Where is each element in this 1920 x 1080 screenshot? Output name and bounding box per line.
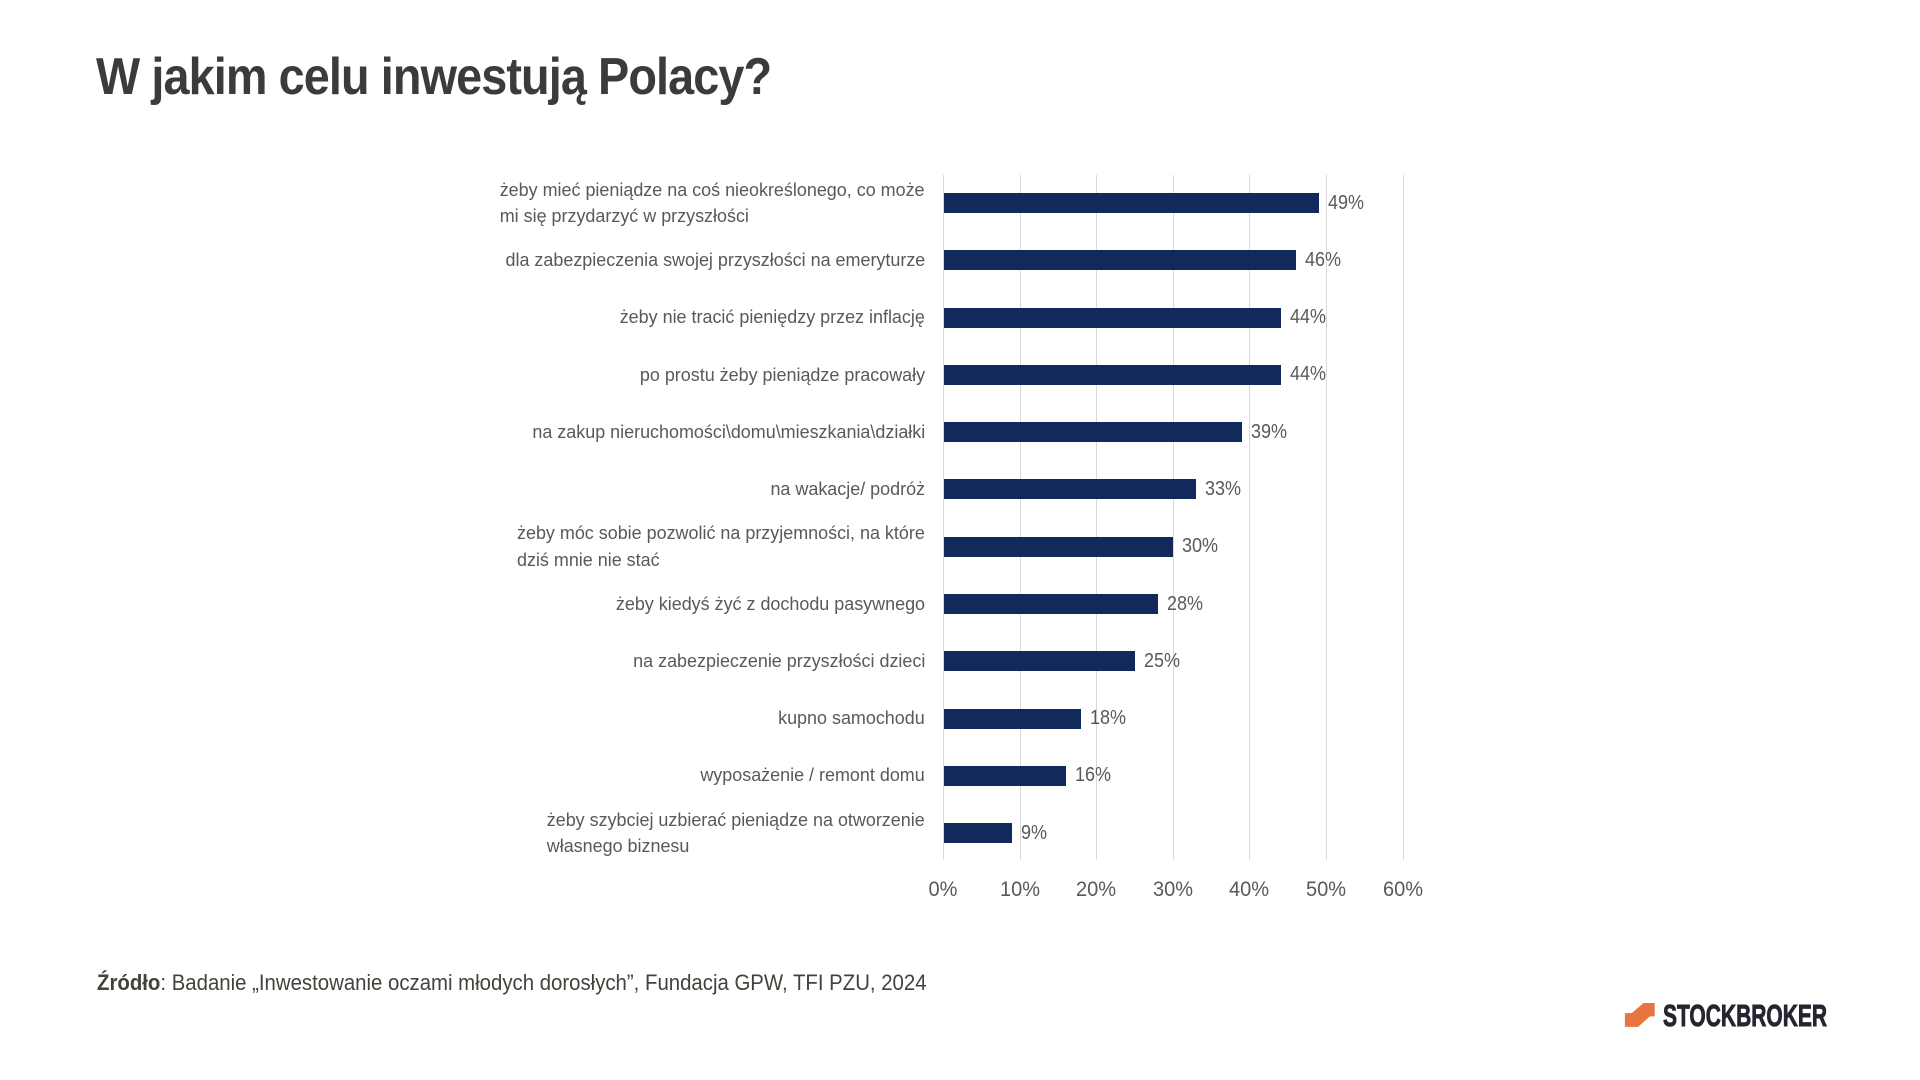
svg-text:STOCKBROKER: STOCKBROKER <box>1663 1002 1827 1030</box>
